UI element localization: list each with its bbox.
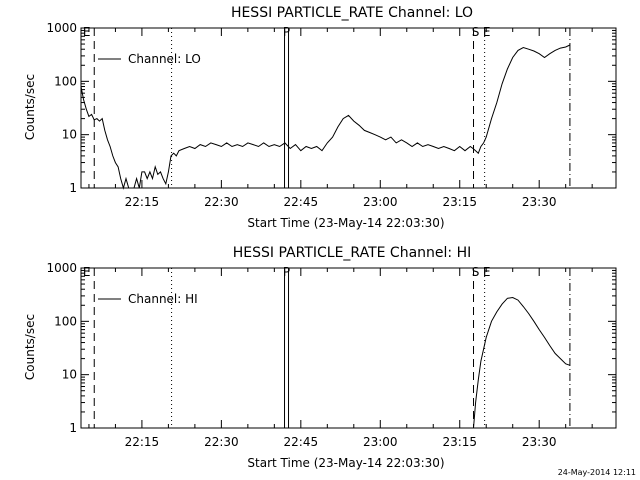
x-tick-label: 22:45 [284,195,319,209]
footer-timestamp: 24-May-2014 12:11 [558,468,636,477]
y-tick-label: 10 [62,128,77,142]
y-tick-label: 1 [69,181,77,195]
x-tick-label: 22:15 [125,195,160,209]
plot-frame [80,267,617,429]
chart-marks: 1 10 100 1000 22:15 22:30 22:45 23:00 23:15 23:30… [46,261,617,449]
marker-label: S [472,25,480,39]
y-tick-label: 100 [54,74,77,88]
x-tick-label: 23:00 [363,195,398,209]
marker-label: E [83,25,91,39]
x-tick-label: 23:30 [522,195,557,209]
y-tick-label: 1 [69,421,77,435]
marker-label: S [472,265,480,279]
panel-hi: HESSI PARTICLE_RATE Channel: HI Counts/s… [23,245,617,470]
plot-frame [80,27,617,189]
marker-label: P [283,25,290,39]
marker-label: E [483,265,491,279]
x-axis-label: Start Time (23-May-14 22:03:30) [247,216,444,230]
y-axis-label: Counts/sec [23,314,37,380]
legend-label: Channel: LO [128,52,201,66]
y-tick-label: 1000 [46,261,77,275]
marker-label: E [483,25,491,39]
chart-title: HESSI PARTICLE_RATE Channel: LO [231,5,473,21]
x-tick-label: 22:15 [125,435,160,449]
x-tick-label: 23:15 [442,195,477,209]
y-axis-label: Counts/sec [23,74,37,140]
x-tick-label: 22:45 [284,435,319,449]
y-tick-label: 10 [62,368,77,382]
y-tick-label: 1000 [46,21,77,35]
series-line [80,44,571,190]
x-tick-label: 22:30 [204,435,239,449]
panel-lo: HESSI PARTICLE_RATE Channel: LO Counts/s… [23,5,617,230]
x-tick-label: 23:30 [522,435,557,449]
marker-label: P [283,265,290,279]
chart-title: HESSI PARTICLE_RATE Channel: HI [233,245,471,261]
y-tick-label: 100 [54,314,77,328]
x-tick-label: 23:15 [442,435,477,449]
x-tick-label: 22:30 [204,195,239,209]
series-line [473,296,571,429]
x-axis-label: Start Time (23-May-14 22:03:30) [247,456,444,470]
x-tick-label: 23:00 [363,435,398,449]
marker-label: E [83,265,91,279]
legend-label: Channel: HI [128,292,198,306]
chart-marks: 1 10 100 1000 22:15 22:30 22:45 23:00 23:15 23:30… [46,21,617,209]
